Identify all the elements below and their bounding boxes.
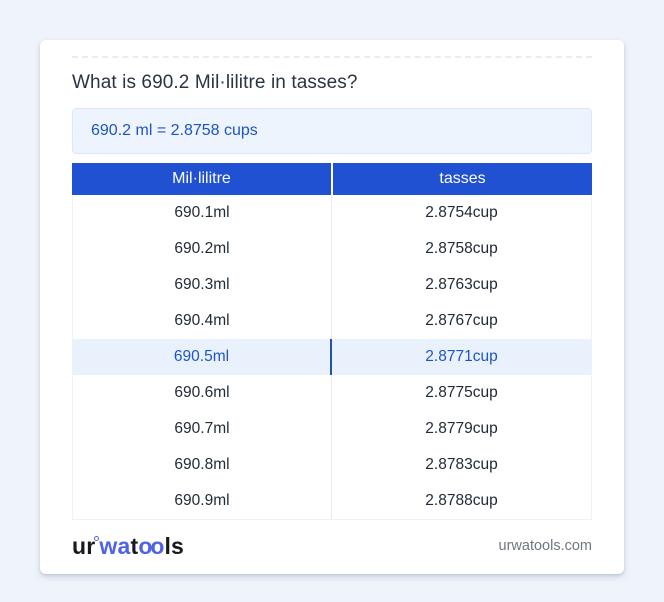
cell-millilitre: 690.3ml xyxy=(73,267,332,303)
logo-part-oo: oo xyxy=(138,532,164,559)
conversion-table: Mil·lilitre tasses 690.1ml 2.8754cup 690.2… xyxy=(72,163,592,520)
logo-part-t: t xyxy=(130,532,139,559)
cell-tasses: 2.8754cup xyxy=(425,204,498,221)
cell-millilitre: 690.9ml xyxy=(73,483,332,519)
column-header-millilitre: Mil·lilitre xyxy=(72,163,331,195)
logo-part-ur: ur xyxy=(72,532,96,559)
cell-tasses: 2.8775cup xyxy=(425,384,498,401)
cell-tasses: 2.8783cup xyxy=(425,456,498,473)
cell-millilitre: 690.6ml xyxy=(73,375,332,411)
site-domain-text: urwatools.com xyxy=(498,538,592,554)
table-row[interactable]: 690.9ml 2.8788cup xyxy=(73,483,591,519)
conversion-result-text: 690.2 ml = 2.8758 cups xyxy=(91,122,258,139)
table-body: 690.1ml 2.8754cup 690.2ml 2.8758cup 690.3ml 2… xyxy=(72,195,592,520)
top-dashed-divider xyxy=(72,56,592,58)
cell-tasses: 2.8771cup xyxy=(425,348,498,365)
logo-part-ls: ls xyxy=(164,532,185,559)
table-row[interactable]: 690.5ml 2.8771cup xyxy=(73,339,591,375)
cell-tasses: 2.8788cup xyxy=(425,492,498,509)
cell-millilitre: 690.2ml xyxy=(73,231,332,267)
cell-tasses: 2.8758cup xyxy=(425,240,498,257)
conversion-card: What is 690.2 Mil·lilitre in tasses? 690… xyxy=(40,40,624,574)
table-row[interactable]: 690.2ml 2.8758cup xyxy=(73,231,591,267)
table-header-row: Mil·lilitre tasses xyxy=(72,163,592,195)
table-row[interactable]: 690.6ml 2.8775cup xyxy=(73,375,591,411)
conversion-result-box: 690.2 ml = 2.8758 cups xyxy=(72,108,592,154)
cell-millilitre: 690.4ml xyxy=(73,303,332,339)
card-footer: ur watools urwatools.com xyxy=(72,520,592,572)
cell-tasses: 2.8779cup xyxy=(425,420,498,437)
cell-millilitre: 690.7ml xyxy=(73,411,332,447)
cell-millilitre: 690.8ml xyxy=(73,447,332,483)
cell-tasses: 2.8767cup xyxy=(425,312,498,329)
cell-tasses: 2.8763cup xyxy=(425,276,498,293)
table-row[interactable]: 690.7ml 2.8779cup xyxy=(73,411,591,447)
table-row[interactable]: 690.1ml 2.8754cup xyxy=(73,195,591,231)
page-title: What is 690.2 Mil·lilitre in tasses? xyxy=(72,72,358,93)
table-row[interactable]: 690.4ml 2.8767cup xyxy=(73,303,591,339)
urwatools-logo[interactable]: ur watools xyxy=(72,532,185,559)
cell-millilitre: 690.5ml xyxy=(73,339,332,375)
cell-millilitre: 690.1ml xyxy=(73,195,332,231)
logo-part-wa: wa xyxy=(99,532,131,559)
column-header-tasses: tasses xyxy=(333,163,592,195)
table-row[interactable]: 690.8ml 2.8783cup xyxy=(73,447,591,483)
table-row[interactable]: 690.3ml 2.8763cup xyxy=(73,267,591,303)
logo-ring-icon xyxy=(94,535,100,541)
